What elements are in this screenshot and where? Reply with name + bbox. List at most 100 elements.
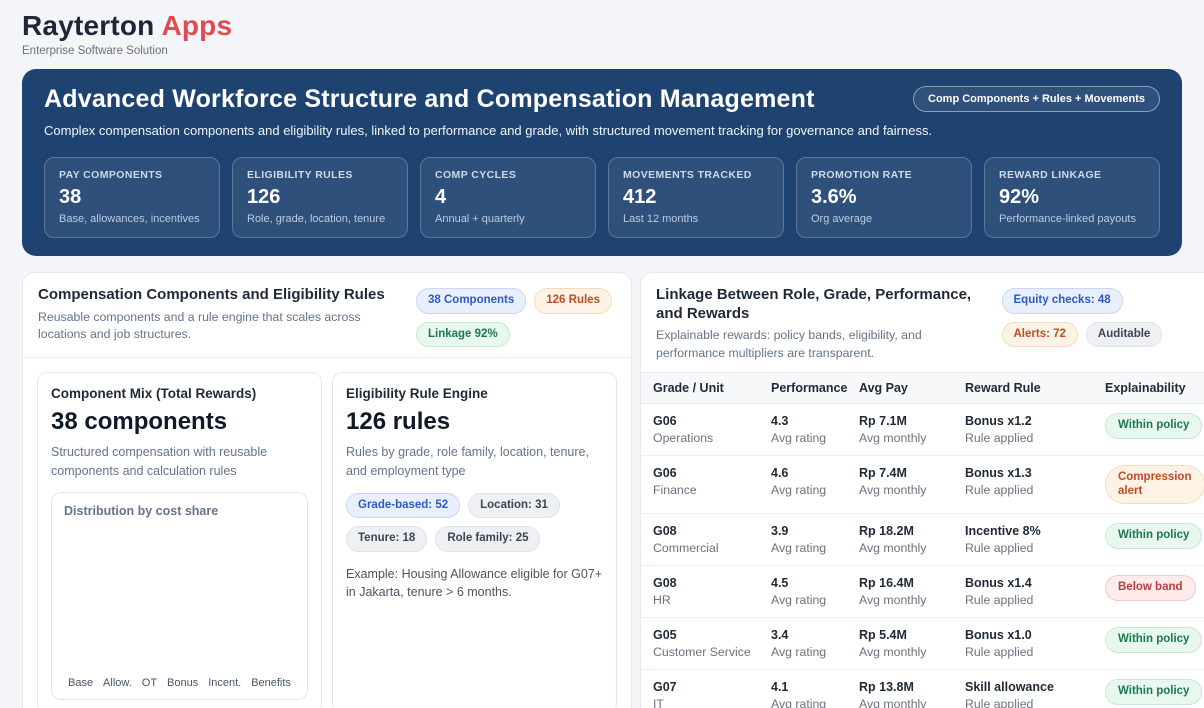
unit: Commercial	[653, 541, 719, 556]
component-mix-title: Component Mix (Total Rewards)	[51, 386, 257, 402]
grade: G07	[653, 680, 677, 695]
performance: 3.9	[771, 524, 789, 539]
linkage-panel: Linkage Between Role, Grade, Performance…	[640, 271, 1204, 708]
stat-label: PROMOTION RATE	[811, 168, 913, 181]
component-mix-description: Structured compensation with reusable co…	[51, 445, 268, 478]
components-panel: Compensation Components and Eligibility …	[22, 271, 632, 708]
chart-label-ot: OT	[141, 676, 158, 689]
performance-sub: Avg rating	[771, 697, 827, 708]
brand-tagline: Enterprise Software Solution	[22, 45, 168, 57]
chart-category-labels: Base Allow. OT Bonus Incent. Benefits	[64, 677, 295, 691]
components-panel-badges: 38 Components 126 Rules Linkage 92%	[416, 287, 616, 348]
component-mix-value: 38 components	[51, 408, 228, 436]
reward-rule-sub: Rule applied	[965, 482, 1034, 497]
grade: G08	[653, 524, 677, 539]
linkage-badge: Linkage 92%	[416, 321, 510, 348]
avg-pay: Rp 13.8M	[859, 680, 914, 695]
stat-sub: Base, allowances, incentives	[59, 212, 200, 225]
stat-card-promotion-rate: PROMOTION RATE 3.6% Org average	[796, 156, 972, 238]
table-row: G06 Operations 4.3 Avg rating Rp 7.1M Avg m…	[641, 404, 1204, 456]
chart-label-incent: Incent.	[208, 676, 242, 689]
auditable-badge: Auditable	[1085, 321, 1163, 348]
reward-rule-sub: Rule applied	[965, 697, 1034, 708]
reward-rule: Bonus x1.3	[965, 465, 1032, 480]
chart-label-base: Base	[68, 676, 94, 689]
hero-stats: PAY COMPONENTS 38 Base, allowances, ince…	[44, 156, 1160, 238]
components-panel-title: Compensation Components and Eligibility …	[38, 285, 385, 303]
avg-pay-sub: Avg monthly	[859, 697, 927, 708]
rule-engine-example: Example: Housing Allowance eligible for …	[346, 567, 603, 600]
rule-engine-description: Rules by grade, role family, location, t…	[346, 445, 589, 478]
reward-rule: Skill allowance	[965, 680, 1054, 695]
status-badge: Compression alert	[1105, 464, 1204, 505]
linkage-panel-badges: Equity checks: 48 Alerts: 72 Auditable	[1001, 287, 1202, 362]
reward-rule-sub: Rule applied	[965, 645, 1034, 660]
stat-sub: Role, grade, location, tenure	[247, 212, 386, 225]
stat-card-pay-components: PAY COMPONENTS 38 Base, allowances, ince…	[44, 156, 220, 238]
table-body: G06 Operations 4.3 Avg rating Rp 7.1M Avg m…	[641, 404, 1204, 708]
column-header-avg-pay: Avg Pay	[859, 380, 908, 395]
table-row: G06 Finance 4.6 Avg rating Rp 7.4M Avg mont…	[641, 456, 1204, 515]
chart-label-bonus: Bonus	[167, 676, 199, 689]
status-badge: Within policy	[1105, 679, 1203, 706]
components-panel-header: Compensation Components and Eligibility …	[23, 273, 631, 358]
linkage-panel-subtitle: Explainable rewards: policy bands, eligi…	[656, 328, 922, 360]
grade: G05	[653, 628, 677, 643]
tag-location: Location: 31	[468, 492, 560, 519]
table-header-row: Grade / Unit Performance Avg Pay Reward …	[641, 371, 1204, 404]
grade: G06	[653, 465, 677, 480]
stat-value: 92%	[999, 185, 1040, 208]
stat-label: PAY COMPONENTS	[59, 168, 163, 181]
reward-rule-sub: Rule applied	[965, 541, 1034, 556]
cost-share-chart: Distribution by cost share Base Allow. O…	[51, 491, 308, 700]
reward-rule: Incentive 8%	[965, 524, 1041, 539]
hero-title: Advanced Workforce Structure and Compens…	[44, 85, 815, 113]
avg-pay: Rp 5.4M	[859, 628, 907, 643]
reward-rule: Bonus x1.0	[965, 628, 1032, 643]
reward-rule-sub: Rule applied	[965, 430, 1034, 445]
unit: Operations	[653, 430, 714, 445]
performance-sub: Avg rating	[771, 541, 827, 556]
performance-sub: Avg rating	[771, 593, 827, 608]
stat-value: 3.6%	[811, 185, 857, 208]
status-badge: Within policy	[1105, 627, 1203, 654]
performance: 3.4	[771, 628, 789, 643]
avg-pay-sub: Avg monthly	[859, 430, 927, 445]
hero-scope-pill: Comp Components + Rules + Movements	[913, 86, 1160, 112]
stat-label: MOVEMENTS TRACKED	[623, 168, 752, 181]
reward-rule: Bonus x1.4	[965, 576, 1032, 591]
status-badge: Within policy	[1105, 412, 1203, 439]
avg-pay-sub: Avg monthly	[859, 593, 927, 608]
components-panel-subtitle: Reusable components and a rule engine th…	[38, 309, 361, 341]
linkage-panel-header: Linkage Between Role, Grade, Performance…	[641, 273, 1204, 372]
tag-grade-based: Grade-based: 52	[346, 492, 461, 519]
hero-subtitle: Complex compensation components and elig…	[44, 123, 933, 138]
performance-sub: Avg rating	[771, 430, 827, 445]
alerts-badge: Alerts: 72	[1001, 321, 1078, 348]
stat-value: 412	[623, 185, 657, 208]
unit: HR	[653, 593, 671, 608]
status-badge: Below band	[1105, 575, 1196, 602]
app-title: Rayterton Apps	[22, 10, 1182, 42]
stat-card-comp-cycles: COMP CYCLES 4 Annual + quarterly	[420, 156, 596, 238]
stat-label: COMP CYCLES	[435, 168, 517, 181]
divider	[23, 357, 631, 359]
table-row: G05 Customer Service 3.4 Avg rating Rp 5.4…	[641, 618, 1204, 671]
performance: 4.6	[771, 465, 789, 480]
column-header-grade-unit: Grade / Unit	[653, 380, 724, 395]
brand-accent: Apps	[161, 10, 233, 41]
avg-pay: Rp 7.1M	[859, 413, 907, 428]
equity-checks-badge: Equity checks: 48	[1001, 287, 1123, 314]
stat-sub: Performance-linked payouts	[999, 212, 1136, 225]
avg-pay-sub: Avg monthly	[859, 541, 927, 556]
stat-sub: Annual + quarterly	[435, 212, 525, 225]
performance-sub: Avg rating	[771, 645, 827, 660]
stat-label: ELIGIBILITY RULES	[247, 168, 353, 181]
unit: Finance	[653, 482, 697, 497]
stat-sub: Last 12 months	[623, 212, 699, 225]
column-header-reward-rule: Reward Rule	[965, 380, 1041, 395]
rule-engine-card: Eligibility Rule Engine 126 rules Rules …	[332, 372, 617, 708]
app-header: Rayterton Apps Enterprise Software Solut…	[22, 10, 1182, 57]
stat-label: REWARD LINKAGE	[999, 168, 1102, 181]
component-mix-card: Component Mix (Total Rewards) 38 compone…	[37, 372, 322, 708]
